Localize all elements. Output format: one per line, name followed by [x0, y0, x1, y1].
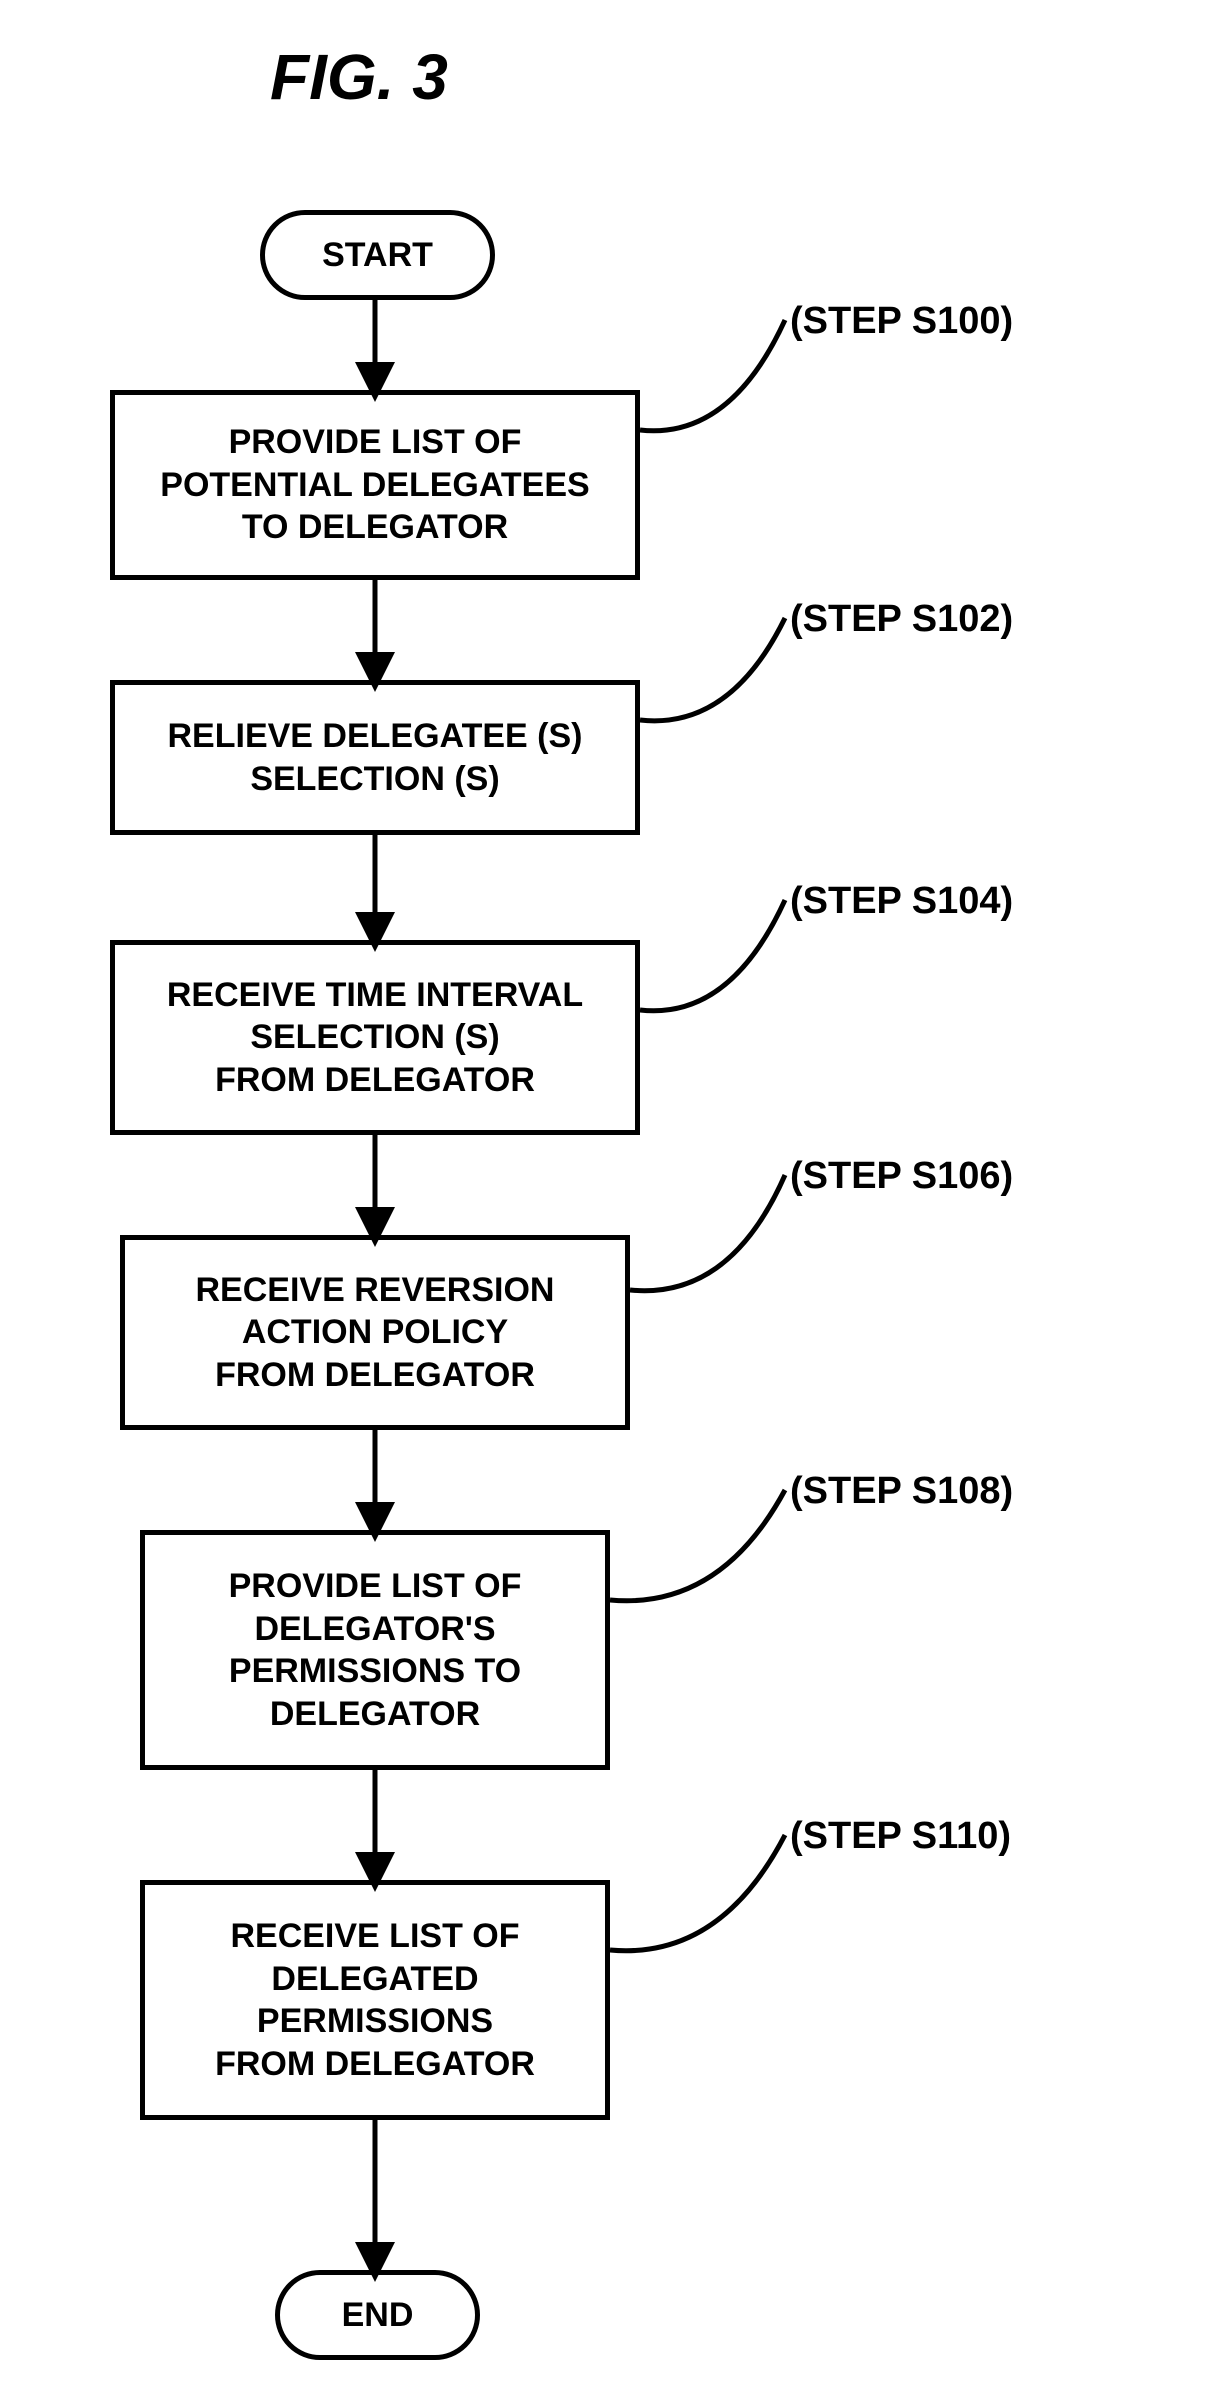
process-text: RELIEVE DELEGATEE (S)SELECTION (S): [168, 715, 583, 800]
step-label-s100: (STEP S100): [790, 300, 1013, 343]
process-text: RECEIVE TIME INTERVALSELECTION (S)FROM D…: [167, 974, 583, 1102]
process-box-s102: RELIEVE DELEGATEE (S)SELECTION (S): [110, 680, 640, 835]
process-text: RECEIVE REVERSIONACTION POLICYFROM DELEG…: [196, 1269, 555, 1397]
process-text: RECEIVE LIST OFDELEGATEDPERMISSIONSFROM …: [215, 1915, 535, 2085]
step-label-s108: (STEP S108): [790, 1470, 1013, 1513]
process-text: PROVIDE LIST OFDELEGATOR'SPERMISSIONS TO…: [229, 1565, 522, 1735]
step-label-s104: (STEP S104): [790, 880, 1013, 923]
process-box-s104: RECEIVE TIME INTERVALSELECTION (S)FROM D…: [110, 940, 640, 1135]
process-box-s100: PROVIDE LIST OFPOTENTIAL DELEGATEESTO DE…: [110, 390, 640, 580]
callout-curve: [610, 1490, 785, 1601]
process-box-s106: RECEIVE REVERSIONACTION POLICYFROM DELEG…: [120, 1235, 630, 1430]
step-label-s102: (STEP S102): [790, 598, 1013, 641]
callout-curve: [630, 1175, 785, 1291]
process-box-s108: PROVIDE LIST OFDELEGATOR'SPERMISSIONS TO…: [140, 1530, 610, 1770]
start-terminator: START: [260, 210, 495, 300]
callout-curve: [640, 320, 785, 431]
figure-title: FIG. 3: [270, 40, 448, 114]
end-terminator: END: [275, 2270, 480, 2360]
step-label-s106: (STEP S106): [790, 1155, 1013, 1198]
process-box-s110: RECEIVE LIST OFDELEGATEDPERMISSIONSFROM …: [140, 1880, 610, 2120]
callout-curve: [610, 1835, 785, 1951]
callout-curve: [640, 900, 785, 1011]
callout-curve: [640, 618, 785, 721]
step-label-s110: (STEP S110): [790, 1815, 1011, 1858]
process-text: PROVIDE LIST OFPOTENTIAL DELEGATEESTO DE…: [160, 421, 589, 549]
